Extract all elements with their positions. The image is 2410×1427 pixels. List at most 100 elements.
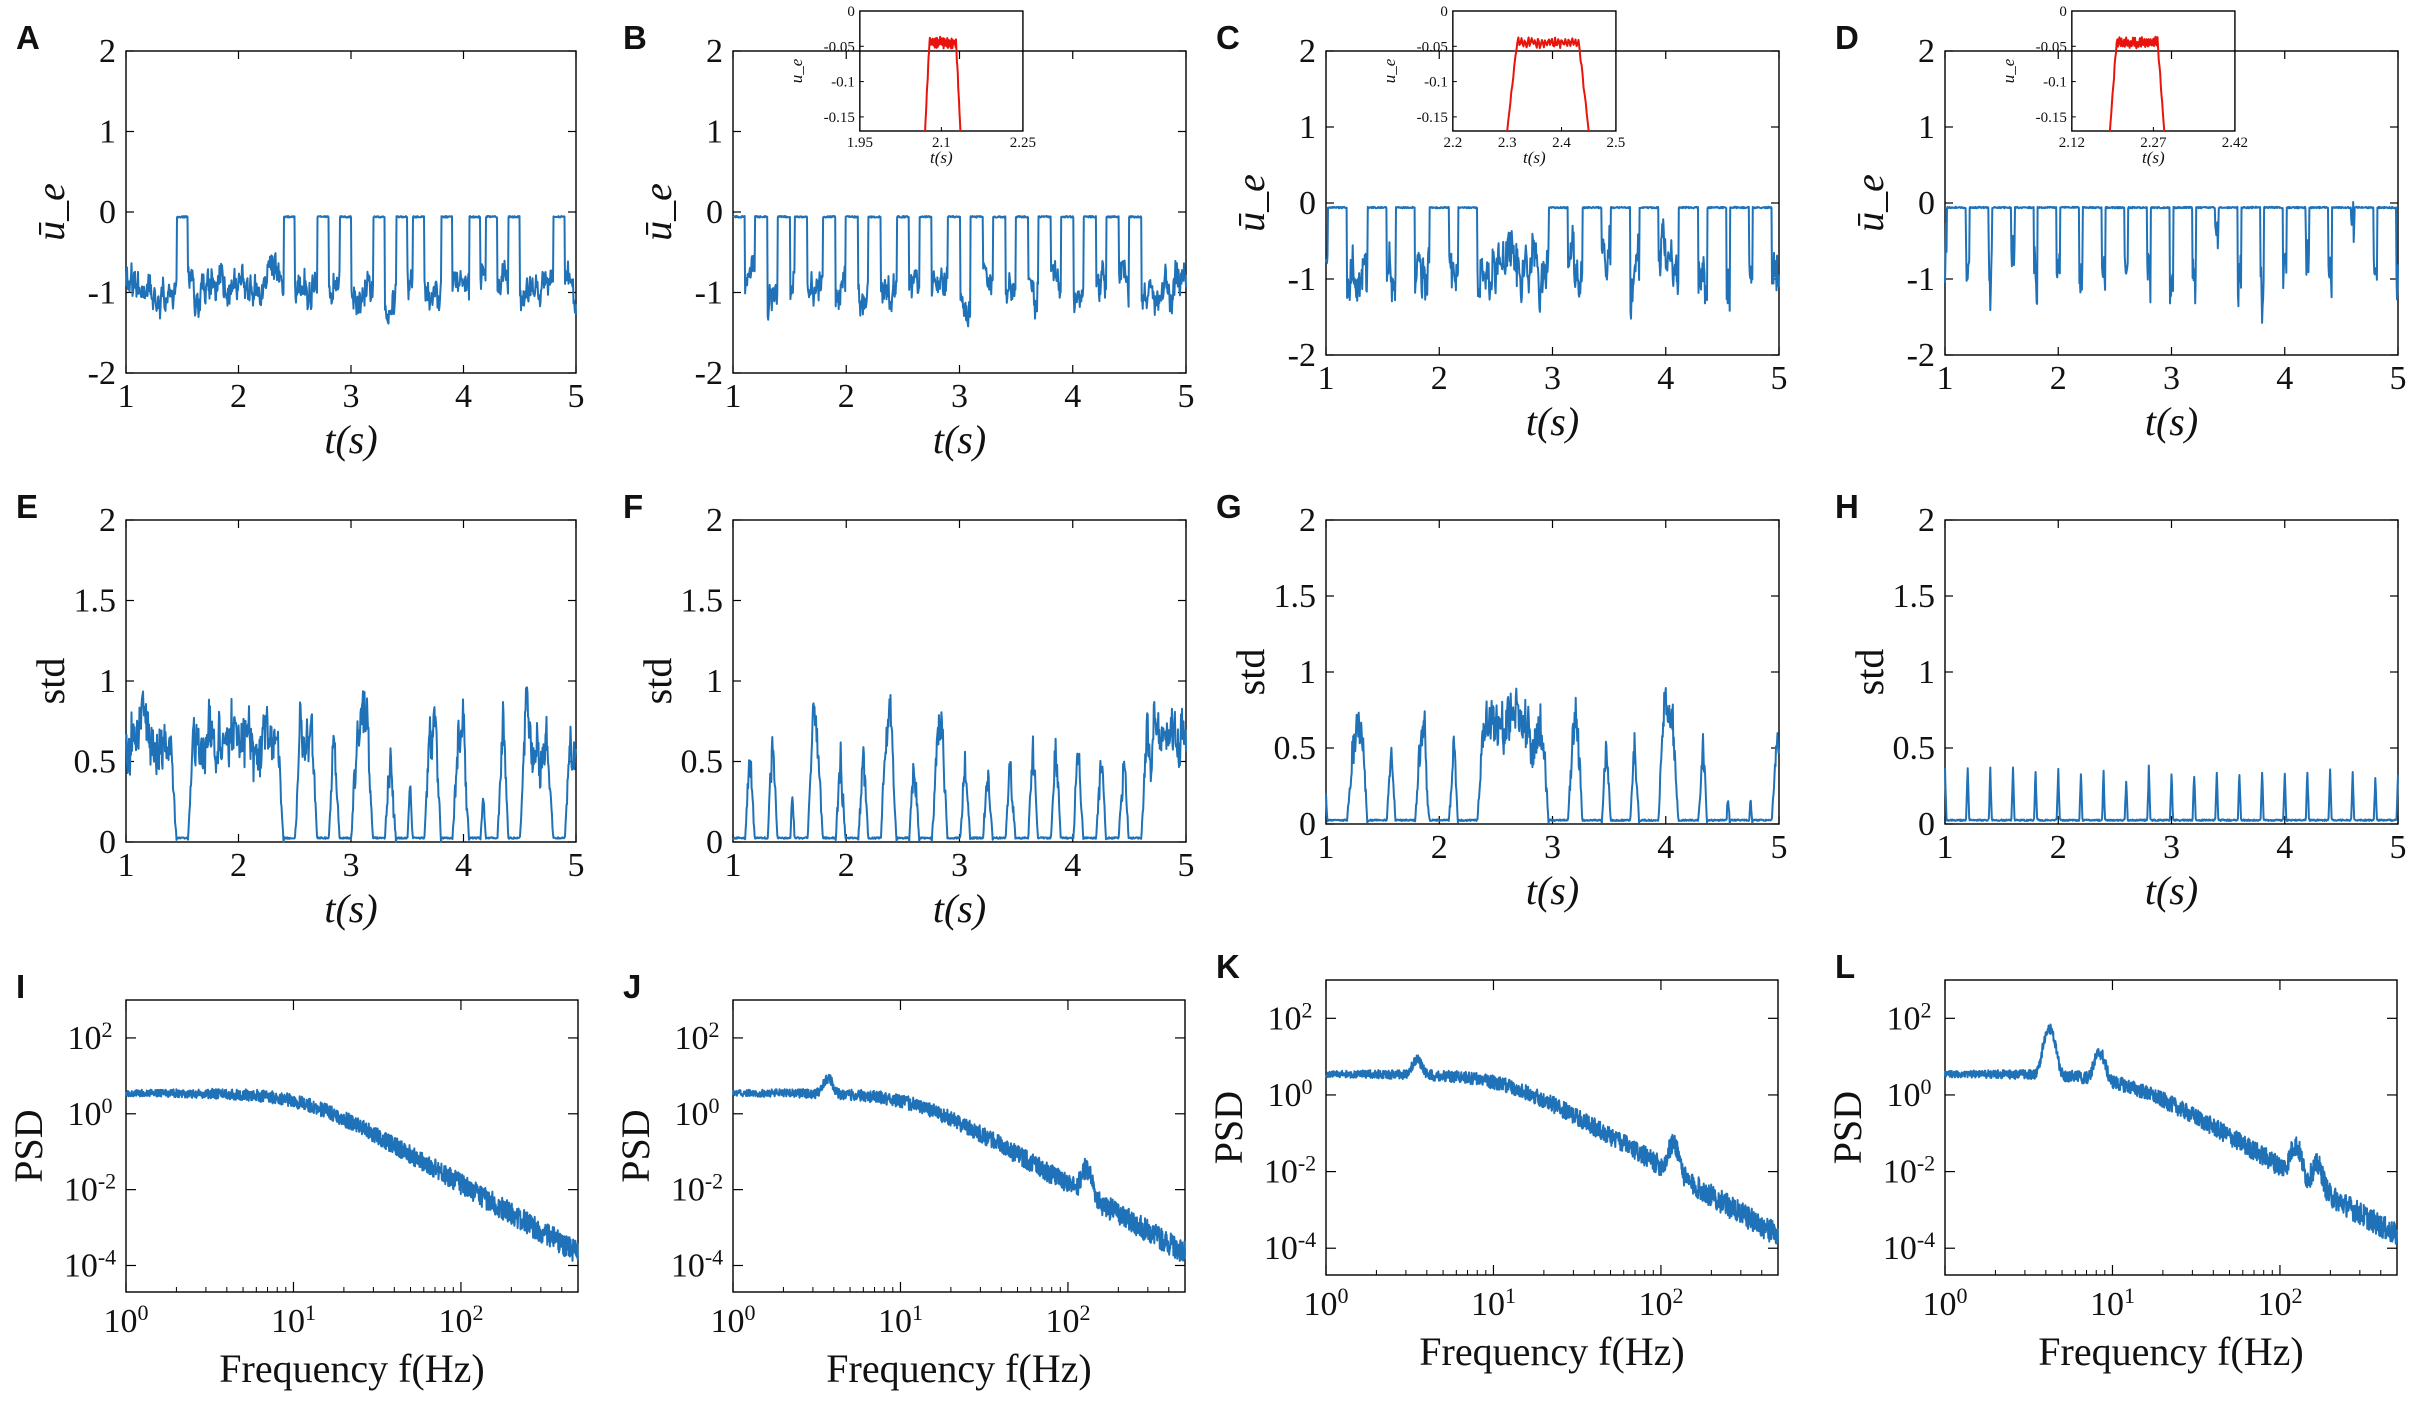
panel-label: C [1216, 19, 1240, 56]
series-line [1944, 201, 2399, 324]
x-tick-label: 1 [725, 847, 742, 884]
panel-label: H [1835, 488, 1859, 525]
panel-label: G [1216, 488, 1242, 525]
inset-y-tick-label: -0.15 [1417, 110, 1448, 126]
y-tick-label: 10-2 [1883, 1150, 1935, 1191]
psd-line [125, 1087, 579, 1262]
inset: 2.2 2.3 2.4 2.5 0 -0.05 -0.1 -0.15 t(s) u_e [1380, 4, 1625, 167]
x-tick-label: 4 [1657, 360, 1674, 397]
x-tick-label: 4 [1064, 378, 1081, 415]
x-tick-label: 1 [1318, 829, 1335, 866]
x-tick-label: 102 [2257, 1283, 2302, 1324]
y-tick-label: 100 [68, 1092, 113, 1133]
y-axis-label: PSD [1206, 1091, 1251, 1164]
x-tick-label: 102 [438, 1300, 483, 1341]
y-tick-label: 0 [99, 824, 116, 861]
y-tick-label: 1 [99, 663, 116, 700]
y-tick-label: 2 [99, 502, 116, 539]
panel-a: A 1 2 3 4 5 -2 -1 0 1 2 t(s) ū_e [16, 19, 585, 462]
y-tick-label: 100 [1887, 1073, 1932, 1114]
x-tick-label: 3 [2163, 360, 2180, 397]
y-tick-label: 2 [1299, 33, 1316, 70]
y-tick-label: -2 [88, 355, 116, 392]
y-tick-label: 2 [1918, 33, 1935, 70]
inset-series-line [1506, 36, 1590, 132]
inset-x-tick-label: 2.42 [2222, 135, 2248, 151]
y-axis-label: std [1847, 649, 1892, 696]
x-tick-label: 2 [838, 847, 855, 884]
x-tick-label: 2 [838, 378, 855, 415]
y-tick-label: 10-2 [64, 1168, 116, 1209]
x-axis-label: t(s) [2145, 868, 2198, 913]
psd-line [732, 1073, 1186, 1262]
y-tick-label: -1 [695, 275, 723, 312]
inset-y-tick-label: 0 [847, 4, 855, 20]
y-tick-label: 1.5 [1274, 578, 1317, 615]
x-tick-label: 100 [104, 1300, 149, 1341]
x-tick-label: 2 [2050, 360, 2067, 397]
plot-frame [1325, 50, 1780, 356]
y-tick-label: 1 [1299, 654, 1316, 691]
psd-line [1325, 1054, 1779, 1245]
y-axis-label: ū_e [1228, 174, 1273, 232]
x-tick-label: 2 [1431, 360, 1448, 397]
inset-x-axis-label: t(s) [930, 148, 953, 167]
y-tick-label: 1.5 [74, 583, 117, 620]
x-tick-label: 3 [1544, 829, 1561, 866]
y-tick-label: 0.5 [1274, 730, 1317, 767]
inset-y-tick-label: -0.1 [831, 75, 855, 91]
inset-series-line [2108, 35, 2166, 132]
x-tick-label: 5 [568, 378, 585, 415]
inset: 2.12 2.27 2.42 0 -0.05 -0.1 -0.15 t(s) u_e [1999, 4, 2248, 167]
inset-x-axis-label: t(s) [1523, 148, 1546, 167]
panel-label: D [1835, 19, 1859, 56]
panel-label: E [16, 488, 38, 525]
x-tick-label: 5 [2390, 829, 2407, 866]
y-tick-label: -2 [1288, 337, 1316, 374]
x-tick-label: 5 [1178, 847, 1195, 884]
y-tick-label: 2 [1299, 502, 1316, 539]
inset-y-tick-label: -0.1 [1424, 75, 1448, 91]
y-axis-label: ū_e [635, 183, 680, 241]
series-line [732, 694, 1187, 842]
inset-frame [1452, 10, 1617, 132]
x-axis-label: t(s) [1526, 399, 1579, 444]
panel-d: D 1 2 3 4 5 -2 -1 0 1 2 t(s) ū_e 2.12 2.27 2.42 0 -0.05 -0… [1835, 4, 2407, 444]
series-line [1325, 205, 1780, 320]
panel-i: I 100 101 102 10-4 10-2 100 102 Frequency f(Hz) P… [6, 968, 579, 1391]
inset-x-tick-label: 2.5 [1607, 135, 1626, 151]
x-tick-label: 4 [455, 847, 472, 884]
inset-x-tick-label: 1.95 [847, 135, 873, 151]
inset-frame [859, 10, 1024, 132]
y-tick-label: 1 [1918, 109, 1935, 146]
series-line [125, 686, 577, 843]
series-line [1325, 687, 1780, 825]
x-tick-label: 2 [230, 847, 247, 884]
inset: 1.95 2.1 2.25 0 -0.05 -0.1 -0.15 t(s) u_e [787, 4, 1036, 167]
inset-y-axis-label: u_e [1380, 58, 1399, 83]
y-tick-label: 2 [1918, 502, 1935, 539]
panel-e: E 1 2 3 4 5 0 0.5 1 1.5 2 t(s) std [16, 488, 585, 931]
x-tick-label: 3 [1544, 360, 1561, 397]
y-tick-label: 100 [675, 1092, 720, 1133]
x-tick-label: 101 [878, 1300, 923, 1341]
panel-label: F [623, 488, 643, 525]
panel-label: J [623, 968, 641, 1005]
y-tick-label: 0.5 [74, 744, 117, 781]
x-axis-label: Frequency f(Hz) [826, 1346, 1091, 1391]
inset-y-tick-label: -0.05 [1417, 39, 1448, 55]
y-axis-label: PSD [6, 1109, 51, 1182]
inset-frame [2071, 10, 2236, 132]
psd-line [1944, 1023, 2398, 1245]
x-tick-label: 102 [1045, 1300, 1090, 1341]
x-tick-label: 4 [1064, 847, 1081, 884]
y-tick-label: 0.5 [1893, 730, 1936, 767]
y-axis-label: std [635, 658, 680, 705]
x-tick-label: 1 [725, 378, 742, 415]
plot-frame [1944, 50, 2399, 356]
inset-x-tick-label: 2.2 [1443, 135, 1462, 151]
x-tick-label: 5 [1178, 378, 1195, 415]
inset-y-axis-label: u_e [1999, 58, 2018, 83]
plot-frame [732, 999, 1186, 1293]
